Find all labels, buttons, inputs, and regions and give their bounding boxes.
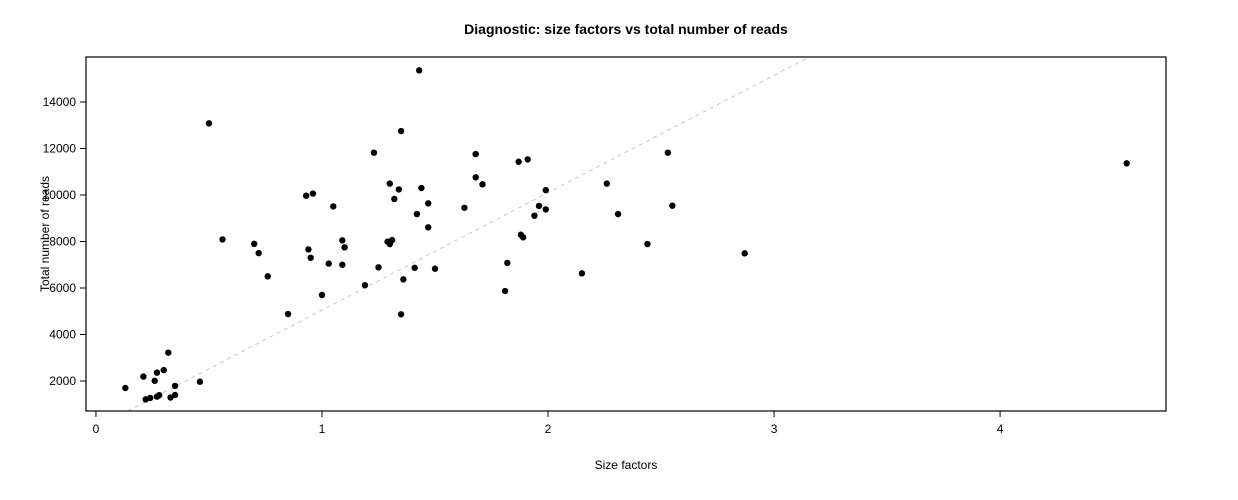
data-point <box>1123 160 1130 167</box>
identity-reference-line <box>127 56 810 412</box>
data-point <box>264 273 271 280</box>
data-point <box>160 366 167 374</box>
data-point <box>140 373 147 380</box>
data-point <box>171 382 179 390</box>
data-point <box>472 150 479 158</box>
data-point <box>644 240 651 248</box>
data-point <box>386 180 393 187</box>
data-point <box>578 270 586 277</box>
data-point <box>305 246 312 253</box>
data-point <box>418 184 425 192</box>
data-point <box>341 244 348 251</box>
data-point <box>501 287 509 295</box>
y-tick-label: 4000 <box>49 328 76 342</box>
data-point <box>375 264 382 271</box>
x-tick-label: 4 <box>997 422 1004 436</box>
x-axis-label: Size factors <box>594 458 658 472</box>
data-point <box>400 276 407 283</box>
data-point <box>741 250 748 257</box>
data-point <box>397 127 405 135</box>
data-point <box>479 181 486 188</box>
data-point <box>535 202 543 210</box>
data-point <box>472 174 479 181</box>
data-point <box>146 394 154 402</box>
plot-border <box>85 56 1167 412</box>
y-tick-label: 8000 <box>49 234 76 248</box>
x-tick-label: 1 <box>319 422 326 436</box>
y-tick-label: 6000 <box>49 281 76 295</box>
data-point <box>431 265 439 272</box>
data-point <box>395 186 403 193</box>
data-point <box>397 311 405 318</box>
data-point <box>524 156 531 163</box>
data-point <box>361 282 369 289</box>
data-point <box>425 224 432 231</box>
data-point <box>302 192 310 199</box>
data-point <box>307 254 314 261</box>
data-point <box>519 234 527 241</box>
y-tick-label: 10000 <box>43 188 77 202</box>
data-point <box>255 249 262 257</box>
data-point <box>309 190 317 197</box>
data-point <box>339 237 346 244</box>
data-point <box>515 158 522 165</box>
y-tick-label: 12000 <box>43 141 77 155</box>
data-point <box>669 202 676 209</box>
data-point <box>415 67 423 74</box>
data-point <box>250 240 258 248</box>
data-point <box>330 203 337 210</box>
data-point <box>391 195 398 203</box>
data-point <box>318 291 326 299</box>
data-point <box>413 210 421 218</box>
data-point <box>411 264 418 271</box>
data-point <box>325 260 332 267</box>
data-point <box>504 259 511 267</box>
y-tick-label: 14000 <box>43 95 77 109</box>
data-point <box>196 378 204 385</box>
data-point <box>153 369 161 376</box>
data-point <box>542 206 549 213</box>
data-point <box>165 349 172 356</box>
data-point <box>284 310 292 318</box>
data-point <box>151 377 158 384</box>
data-point <box>156 391 163 399</box>
data-point <box>205 120 213 127</box>
data-point <box>531 212 538 219</box>
data-point <box>603 180 610 187</box>
data-point <box>219 236 226 243</box>
data-point <box>461 204 468 211</box>
data-point <box>171 391 179 399</box>
data-point <box>425 200 432 207</box>
y-tick-label: 2000 <box>49 374 76 388</box>
data-point <box>664 149 672 156</box>
data-point <box>370 149 378 156</box>
data-point <box>122 384 129 392</box>
data-point <box>542 186 549 194</box>
x-tick-label: 3 <box>771 422 778 436</box>
data-point <box>339 261 346 268</box>
data-point <box>614 210 622 218</box>
data-point <box>388 236 396 244</box>
chart-title: Diagnostic: size factors vs total number… <box>464 21 788 37</box>
y-axis-label-text: Total number of reads <box>38 175 52 293</box>
x-tick-label: 0 <box>93 422 100 436</box>
x-tick-label: 2 <box>545 422 552 436</box>
